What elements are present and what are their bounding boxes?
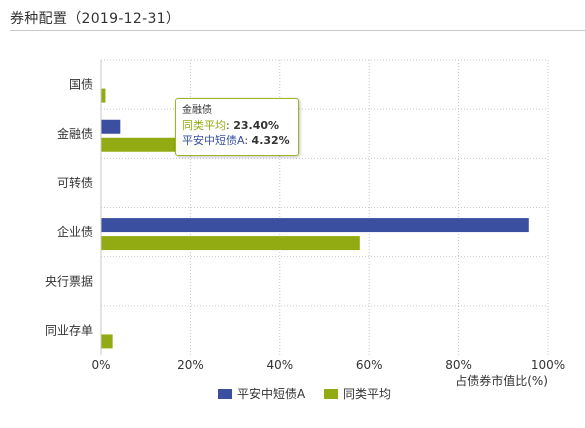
legend-swatch (324, 389, 338, 399)
y-category-label: 国债 (69, 78, 93, 92)
x-tick-label: 100% (531, 358, 565, 372)
tooltip-series-label: 同类平均 (182, 119, 226, 132)
tooltip-series-label: 平安中短债A (182, 134, 245, 147)
legend-label[interactable]: 同类平均 (343, 387, 391, 401)
legend[interactable]: 平安中短债A 同类平均 (218, 386, 391, 401)
x-tick-label: 60% (356, 358, 383, 372)
bar-fund (101, 119, 121, 134)
y-category-label: 企业债 (57, 224, 93, 239)
axes: 0% 20% 40% 60% 80% 100% 国债金融债可转债企业债央行票据同业存单占债券… (45, 60, 565, 388)
bar-fund (101, 218, 529, 233)
legend-swatch (218, 389, 232, 399)
panel-title: 券种配置（2019-12-31） (10, 11, 181, 27)
x-tick-label: 20% (177, 358, 204, 372)
y-category-label: 同业存单 (45, 323, 93, 337)
gridlines (100, 59, 549, 355)
tooltip-series-value: 23.40% (233, 119, 280, 132)
y-category-label: 金融债 (57, 126, 93, 141)
x-tick-label: 80% (445, 358, 472, 372)
x-tick-label: 40% (266, 358, 293, 372)
chart-tooltip: 金融债 同类平均: 23.40% 平安中短债A: 4.32% (175, 98, 299, 156)
tooltip-category: 金融债 (182, 105, 212, 116)
tooltip-row: 平安中短债A: 4.32% (182, 134, 290, 147)
x-tick-label: 0% (91, 358, 110, 372)
bar-peer-average (101, 236, 360, 251)
bar-peer-average (101, 88, 106, 103)
tooltip-row: 同类平均: 23.40% (182, 119, 280, 132)
y-category-label: 央行票据 (45, 274, 93, 288)
title-divider (10, 30, 585, 31)
y-category-label: 可转债 (57, 175, 93, 190)
tooltip-series-value: 4.32% (251, 134, 290, 147)
x-axis-label: 占债券市值比(%) (455, 373, 548, 388)
bars (101, 88, 529, 349)
legend-label[interactable]: 平安中短债A (237, 386, 306, 401)
bar-peer-average (101, 334, 113, 349)
